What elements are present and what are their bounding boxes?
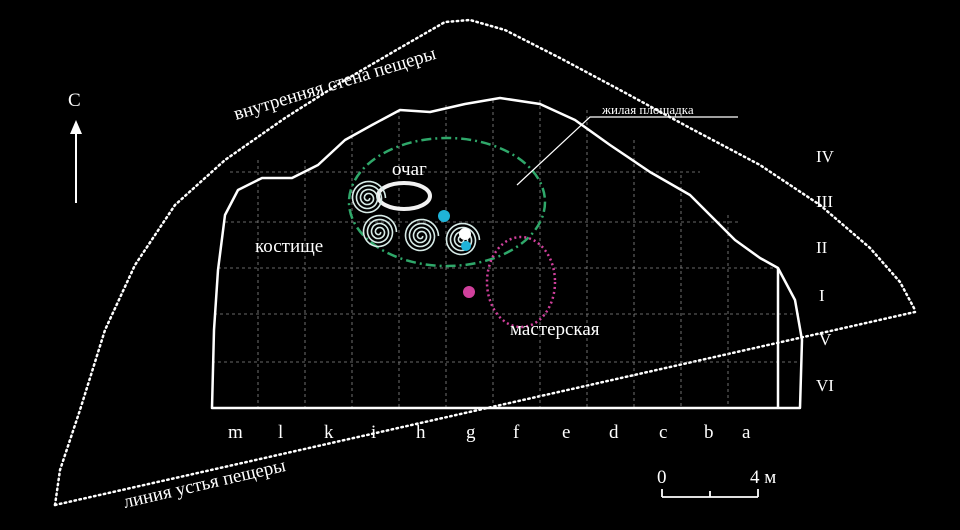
magenta-marker: [463, 286, 475, 298]
scale-end-label: 4 м: [750, 467, 776, 488]
row-label: V: [819, 330, 832, 349]
excavation-grid: [212, 100, 800, 408]
north-arrow-icon: [70, 120, 82, 203]
cave-outer-boundary: [53, 18, 917, 507]
column-label: f: [513, 422, 520, 443]
column-label: h: [416, 422, 426, 443]
row-label: III: [816, 192, 833, 211]
north-label: С: [68, 90, 81, 111]
bone-pile-spirals: [351, 180, 481, 256]
inner-wall-label: внутренняя стена пещеры: [231, 43, 438, 125]
workshop-label: мастерская: [510, 319, 600, 340]
hearth-ellipse: [376, 181, 432, 211]
column-label: l: [278, 422, 283, 443]
bone-spiral: [351, 180, 387, 214]
column-label: d: [609, 422, 619, 443]
scale-bar: [661, 489, 759, 498]
column-label: a: [742, 422, 751, 443]
bone-spiral: [362, 214, 398, 248]
cyan-marker: [461, 241, 471, 251]
excavation-outline: [210, 96, 804, 410]
column-label: k: [324, 422, 334, 443]
hearth-label: очаг: [392, 159, 427, 180]
row-label: I: [819, 286, 825, 305]
column-label: e: [562, 422, 570, 443]
workshop-ellipse: [485, 235, 557, 329]
column-label: g: [466, 422, 476, 443]
row-label: IV: [816, 147, 835, 166]
row-label: VI: [816, 376, 834, 395]
row-label: II: [816, 238, 828, 257]
bone-pile-label: костище: [255, 236, 323, 257]
column-label: i: [371, 422, 376, 443]
scale-start-label: 0: [657, 467, 667, 488]
bone-spiral: [404, 218, 440, 252]
mouth-line-label: линия устья пещеры: [121, 455, 287, 513]
white-marker: [459, 228, 471, 240]
cyan-marker: [438, 210, 450, 222]
column-label: c: [659, 422, 667, 443]
column-label: m: [228, 422, 243, 443]
living-area-ellipse: [347, 136, 547, 268]
living-area-label: жилая площадка: [601, 102, 694, 117]
living-area-leader-line: [516, 116, 738, 186]
column-label: b: [704, 422, 714, 443]
